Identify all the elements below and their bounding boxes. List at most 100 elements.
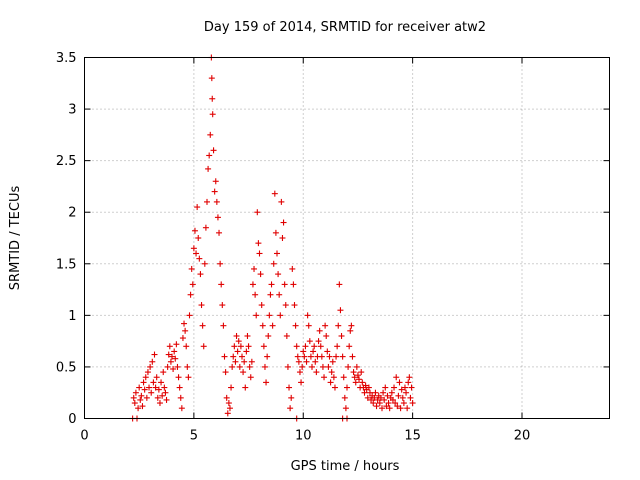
- data-point: [175, 374, 182, 381]
- data-point: [216, 229, 223, 236]
- data-point: [268, 281, 275, 288]
- data-point: [189, 281, 196, 288]
- data-point: [303, 358, 310, 365]
- data-point: [182, 327, 189, 334]
- x-tick-label: 0: [80, 429, 88, 444]
- data-point: [336, 281, 343, 288]
- data-point: [242, 384, 249, 391]
- data-point: [221, 353, 228, 360]
- data-point: [299, 363, 306, 370]
- data-point: [228, 384, 235, 391]
- data-point: [241, 358, 248, 365]
- data-point: [288, 394, 295, 401]
- data-point: [261, 363, 268, 370]
- data-point: [352, 379, 359, 386]
- data-point: [146, 384, 153, 391]
- data-point: [401, 384, 408, 391]
- data-point: [249, 281, 256, 288]
- data-point: [302, 343, 309, 350]
- data-point: [406, 374, 413, 381]
- data-point: [380, 389, 387, 396]
- plot-frame: [84, 57, 610, 419]
- data-point: [374, 396, 381, 403]
- data-point: [291, 302, 298, 309]
- x-tick-label: 20: [514, 429, 531, 444]
- data-point: [330, 374, 337, 381]
- data-point: [194, 204, 201, 211]
- data-point: [333, 353, 340, 360]
- data-point: [323, 332, 330, 339]
- y-tick-label: 1: [68, 309, 76, 324]
- data-point: [270, 260, 277, 267]
- data-point: [287, 405, 294, 412]
- data-point: [173, 341, 180, 348]
- data-point: [301, 353, 308, 360]
- data-point: [209, 111, 216, 118]
- data-point: [200, 343, 207, 350]
- data-point: [396, 379, 403, 386]
- data-point: [334, 343, 341, 350]
- data-point: [408, 384, 415, 391]
- data-point: [366, 389, 373, 396]
- data-point: [382, 384, 389, 391]
- data-point: [346, 343, 353, 350]
- data-point: [341, 394, 348, 401]
- x-tick-label: 15: [404, 429, 421, 444]
- data-point: [397, 405, 404, 412]
- data-point: [211, 188, 218, 195]
- data-point: [210, 147, 217, 154]
- data-point: [256, 250, 263, 257]
- data-point: [348, 322, 355, 329]
- data-point: [394, 403, 401, 410]
- data-point: [370, 400, 377, 407]
- data-point: [389, 396, 396, 403]
- data-point: [232, 358, 239, 365]
- data-point: [350, 369, 357, 376]
- data-point: [329, 358, 336, 365]
- data-point: [325, 363, 332, 370]
- data-point: [209, 95, 216, 102]
- data-point: [229, 363, 236, 370]
- data-point: [162, 389, 169, 396]
- x-tick-label: 10: [295, 429, 312, 444]
- data-point: [310, 348, 317, 355]
- data-point: [319, 363, 326, 370]
- data-point: [267, 291, 274, 298]
- data-point: [208, 75, 215, 82]
- data-point: [305, 322, 312, 329]
- data-point: [188, 265, 195, 272]
- data-point: [149, 358, 156, 365]
- data-point: [338, 332, 345, 339]
- data-point: [254, 209, 261, 216]
- data-point: [265, 332, 272, 339]
- data-point: [186, 312, 193, 319]
- data-point: [275, 271, 282, 278]
- data-point: [383, 403, 390, 410]
- x-tick-label: 5: [190, 429, 198, 444]
- data-point: [205, 165, 212, 172]
- data-point: [160, 369, 167, 376]
- data-point: [247, 374, 254, 381]
- data-point: [294, 353, 301, 360]
- data-point: [395, 392, 402, 399]
- data-point: [164, 363, 171, 370]
- data-point: [138, 392, 145, 399]
- data-point: [201, 260, 208, 267]
- data-point: [386, 405, 393, 412]
- data-point: [283, 332, 290, 339]
- data-point: [155, 386, 162, 393]
- data-point: [163, 396, 170, 403]
- data-point: [284, 363, 291, 370]
- data-point: [324, 348, 331, 355]
- x-axis-label: GPS time / hours: [291, 459, 400, 474]
- data-point: [196, 255, 203, 262]
- data-point: [409, 400, 416, 407]
- data-point: [292, 322, 299, 329]
- data-point: [312, 358, 319, 365]
- data-point: [388, 389, 395, 396]
- data-point: [244, 332, 251, 339]
- data-point: [276, 291, 283, 298]
- data-point: [248, 358, 255, 365]
- data-point: [169, 353, 175, 360]
